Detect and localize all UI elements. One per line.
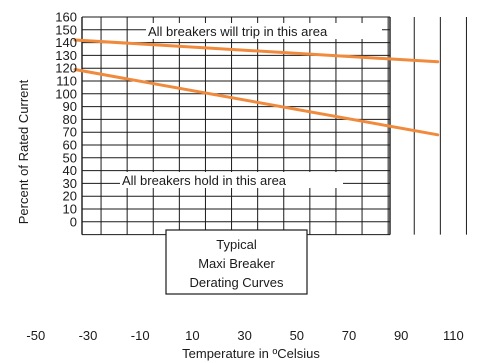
trip-annotation: All breakers will trip in this area bbox=[148, 24, 328, 39]
series-layer bbox=[73, 38, 440, 137]
x-tick-label: 10 bbox=[185, 328, 199, 343]
x-tick-label: 70 bbox=[342, 328, 356, 343]
hold-annotation-bg bbox=[120, 172, 343, 188]
y-tick-label: 130 bbox=[55, 48, 77, 63]
x-tick-label: 90 bbox=[394, 328, 408, 343]
y-tick-label: 10 bbox=[63, 202, 77, 217]
y-tick-label: 160 bbox=[55, 10, 77, 25]
y-tick-label: 50 bbox=[63, 150, 77, 165]
x-tick-label: -50 bbox=[26, 328, 45, 343]
y-tick-label: 100 bbox=[55, 86, 77, 101]
x-tick-label: 50 bbox=[290, 328, 304, 343]
y-tick-label: 80 bbox=[63, 112, 77, 127]
x-tick-label: -10 bbox=[131, 328, 150, 343]
y-axis-label: Percent of Rated Current bbox=[16, 79, 31, 224]
x-tick-label: -30 bbox=[79, 328, 98, 343]
grid bbox=[81, 16, 467, 236]
x-axis-label: Temperature in ºCelsius bbox=[182, 346, 320, 361]
x-tick-label: 30 bbox=[237, 328, 251, 343]
info-box-line-3: Derating Curves bbox=[190, 275, 284, 290]
y-tick-label: 0 bbox=[70, 214, 77, 229]
trip-curve-line bbox=[73, 38, 440, 64]
y-tick-label: 140 bbox=[55, 35, 77, 50]
x-tick-label: 110 bbox=[443, 328, 464, 343]
info-box-line-2: Maxi Breaker bbox=[198, 256, 275, 271]
y-tick-label: 20 bbox=[63, 189, 77, 204]
y-tick-label: 40 bbox=[63, 163, 77, 178]
y-tick-label: 110 bbox=[56, 74, 77, 89]
y-tick-label: 150 bbox=[55, 22, 77, 37]
y-tick-label: 30 bbox=[63, 176, 77, 191]
info-box-line-1: Typical bbox=[216, 237, 257, 252]
y-tick-label: 120 bbox=[55, 61, 77, 76]
hold-curve-line bbox=[73, 68, 440, 137]
info-box: Typical Maxi Breaker Derating Curves bbox=[165, 229, 308, 295]
y-tick-label: 90 bbox=[63, 99, 77, 114]
y-tick-label: 60 bbox=[63, 138, 77, 153]
trip-annotation-bg bbox=[146, 23, 382, 39]
tick-labels: 0102030405060708090100110120130140150160… bbox=[26, 10, 464, 344]
y-tick-label: 70 bbox=[63, 125, 77, 140]
hold-annotation: All breakers hold in this area bbox=[122, 173, 287, 188]
